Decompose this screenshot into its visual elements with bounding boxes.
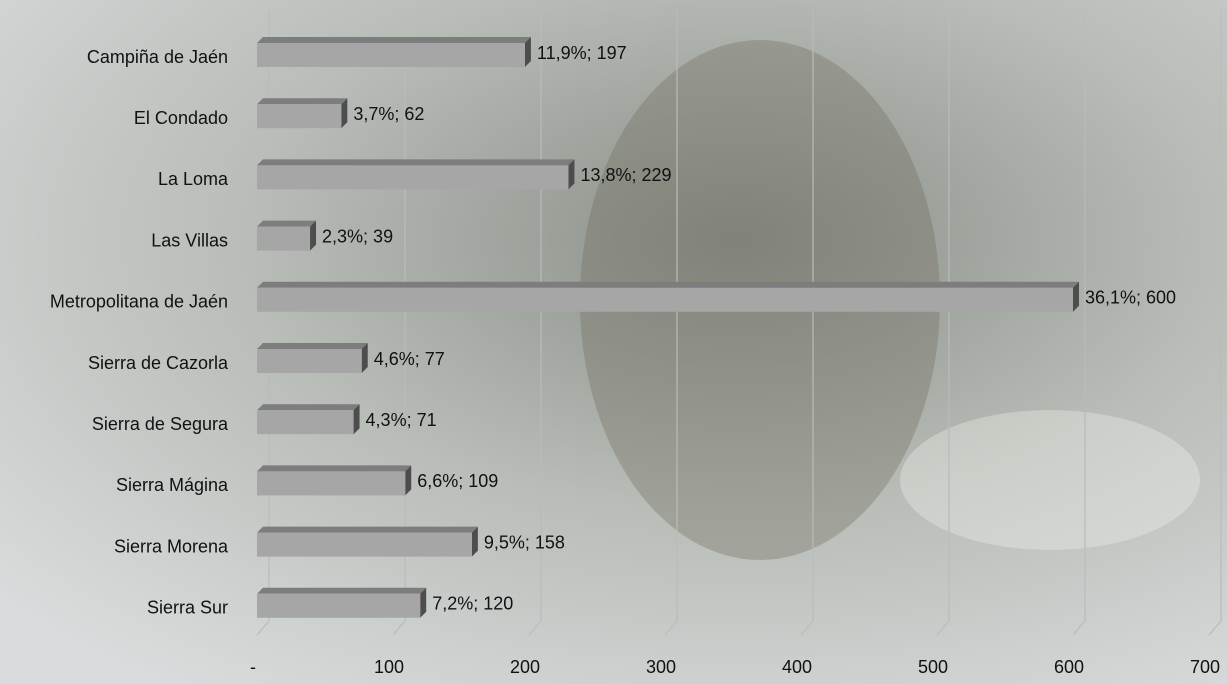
bar-top [257, 98, 348, 105]
bar-side [353, 404, 360, 435]
bar-top [257, 281, 1079, 288]
bar-side [1073, 281, 1079, 312]
bar [257, 532, 472, 557]
bar-top [257, 37, 531, 43]
data-label: 3,7%; 62 [353, 104, 424, 124]
background-shape [900, 410, 1200, 550]
y-tick-label: La Loma [158, 169, 229, 189]
bar [257, 43, 525, 67]
y-tick-label: Sierra de Segura [92, 414, 229, 434]
bar-top [257, 587, 427, 594]
data-label: 9,5%; 158 [484, 532, 565, 552]
bar-side [310, 220, 317, 251]
y-tick-label: Sierra de Cazorla [88, 353, 229, 373]
x-tick-label: 700 [1190, 657, 1220, 677]
grid-line [392, 10, 406, 636]
x-tick-label: 400 [782, 657, 812, 677]
bar-side [361, 343, 368, 373]
y-tick-label: Las Villas [151, 230, 228, 250]
y-tick-label: Sierra Mágina [116, 475, 229, 495]
bar-side [405, 465, 412, 496]
data-label: 4,6%; 77 [374, 349, 445, 369]
grid-line [256, 10, 270, 636]
bar-side [568, 159, 575, 190]
bar [257, 226, 311, 251]
bar-top [257, 404, 360, 411]
data-label: 13,8%; 229 [580, 165, 671, 185]
bar-top [257, 220, 317, 227]
grid-line [1208, 10, 1222, 636]
x-tick-label: 600 [1054, 657, 1084, 677]
y-tick-label: Sierra Sur [147, 598, 228, 618]
data-label: 7,2%; 120 [432, 594, 513, 614]
bar [257, 287, 1073, 312]
grid-line [528, 10, 542, 636]
bar-top [257, 343, 368, 349]
bar [257, 165, 569, 190]
bar-top [257, 159, 575, 166]
y-tick-label: El Condado [134, 108, 228, 128]
y-tick-label: Sierra Morena [114, 536, 229, 556]
y-tick-label: Metropolitana de Jaén [50, 292, 228, 312]
grid-line [1072, 10, 1086, 636]
bar-side [524, 37, 531, 67]
data-label: 4,3%; 71 [366, 410, 437, 430]
bar-side [341, 98, 348, 129]
bar-side [420, 587, 427, 618]
bar [257, 471, 406, 496]
x-tick-label: 500 [918, 657, 948, 677]
grid-line [664, 10, 678, 636]
data-label: 2,3%; 39 [322, 226, 393, 246]
grid-line [800, 10, 814, 636]
bar-top [257, 526, 478, 533]
x-tick-label: 100 [374, 657, 404, 677]
data-label: 6,6%; 109 [417, 471, 498, 491]
grid-line [936, 10, 950, 636]
bar [257, 593, 421, 618]
x-tick-label: - [250, 657, 256, 677]
bar [257, 410, 354, 435]
data-label: 36,1%; 600 [1085, 288, 1176, 308]
bar-top [257, 465, 412, 472]
x-tick-label: 200 [510, 657, 540, 677]
data-label: 11,9%; 197 [537, 43, 627, 63]
bar [257, 349, 362, 373]
bar [257, 104, 342, 129]
bar-side [471, 526, 478, 557]
x-tick-label: 300 [646, 657, 676, 677]
y-tick-label: Campiña de Jaén [87, 47, 228, 67]
